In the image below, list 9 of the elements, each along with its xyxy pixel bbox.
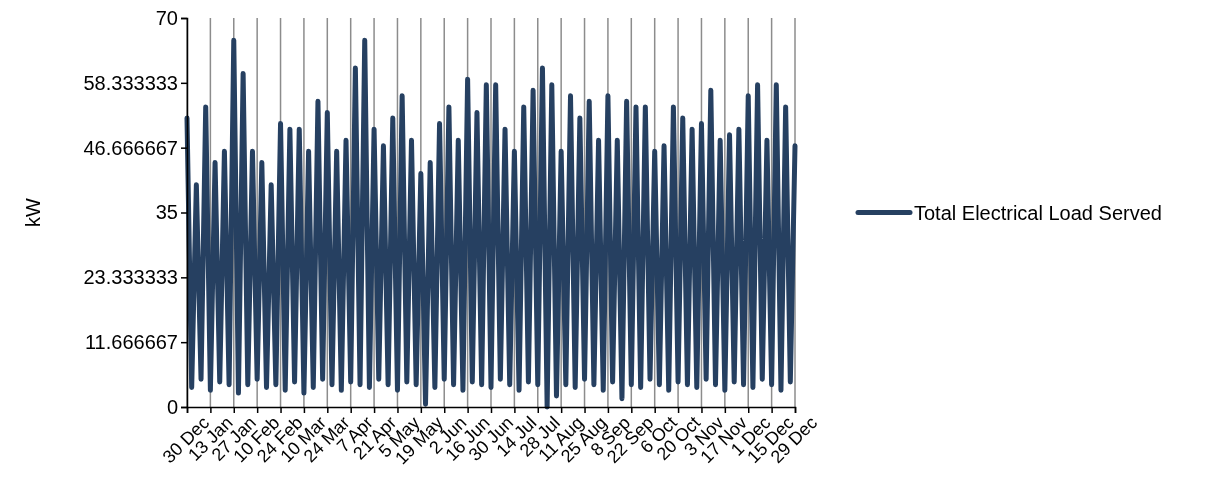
legend-label: Total Electrical Load Served [914,201,1162,224]
y-tick-label: 70 [155,6,178,29]
y-tick-label: 11.666667 [84,331,178,354]
y-tick-label: 35 [155,201,178,224]
y-tick-label: 46.666667 [83,136,178,159]
y-tick-label: 58.333333 [83,71,178,94]
y-axis-title: kW [22,197,44,227]
y-tick-label: 23.333333 [83,266,178,289]
y-tick-label: 0 [166,395,178,418]
